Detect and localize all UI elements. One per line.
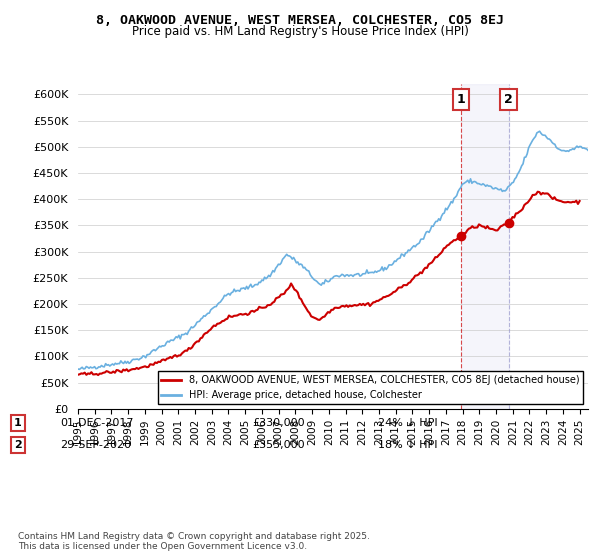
Text: 18% ↓ HPI: 18% ↓ HPI	[378, 440, 437, 450]
Text: Price paid vs. HM Land Registry's House Price Index (HPI): Price paid vs. HM Land Registry's House …	[131, 25, 469, 38]
Text: £355,000: £355,000	[252, 440, 305, 450]
Text: 2: 2	[504, 93, 513, 106]
Text: 8, OAKWOOD AVENUE, WEST MERSEA, COLCHESTER, CO5 8EJ: 8, OAKWOOD AVENUE, WEST MERSEA, COLCHEST…	[96, 14, 504, 27]
Text: 1: 1	[14, 418, 22, 428]
Text: 01-DEC-2017: 01-DEC-2017	[60, 418, 133, 428]
Text: 2: 2	[14, 440, 22, 450]
Bar	[461, 84, 509, 409]
Text: Contains HM Land Registry data © Crown copyright and database right 2025.
This d: Contains HM Land Registry data © Crown c…	[18, 532, 370, 552]
Text: £330,000: £330,000	[252, 418, 305, 428]
Legend: 8, OAKWOOD AVENUE, WEST MERSEA, COLCHESTER, CO5 8EJ (detached house), HPI: Avera: 8, OAKWOOD AVENUE, WEST MERSEA, COLCHEST…	[158, 371, 583, 404]
Text: 29-SEP-2020: 29-SEP-2020	[60, 440, 131, 450]
Text: 24% ↓ HPI: 24% ↓ HPI	[378, 418, 437, 428]
Text: 1: 1	[457, 93, 466, 106]
